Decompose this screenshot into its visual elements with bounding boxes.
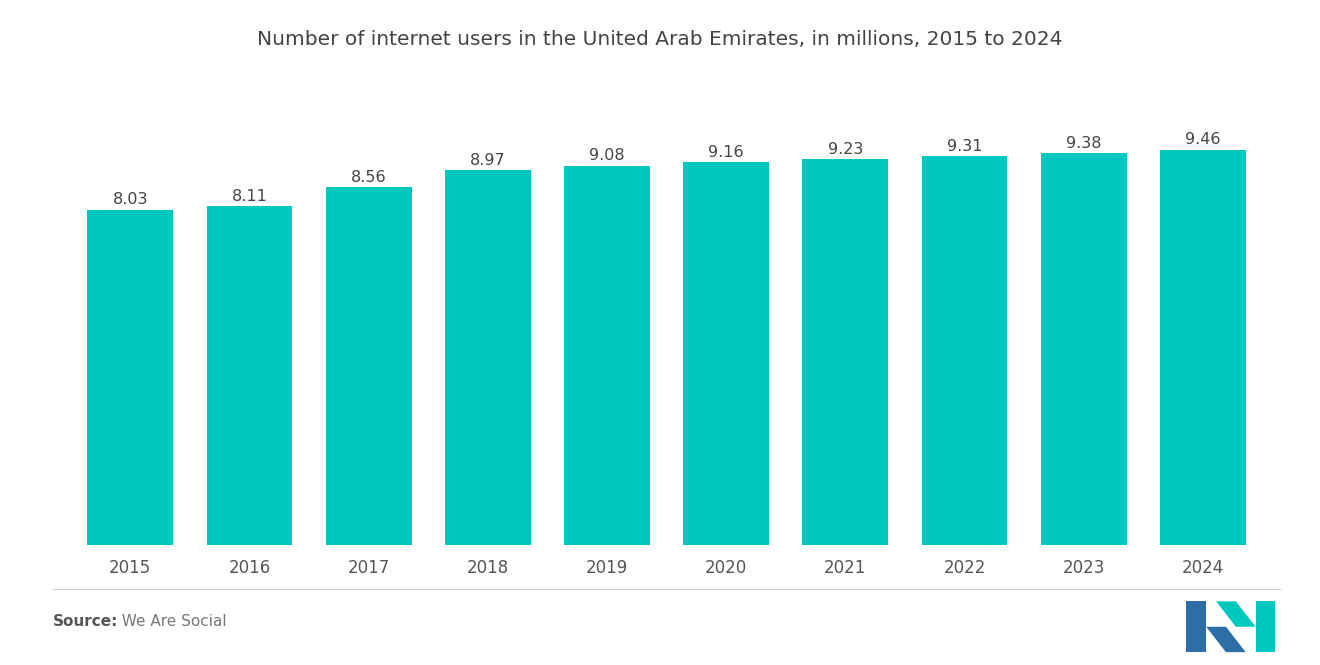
Text: Number of internet users in the United Arab Emirates, in millions, 2015 to 2024: Number of internet users in the United A… [257, 30, 1063, 49]
Bar [1160, 150, 1246, 545]
Polygon shape [1255, 601, 1275, 652]
Bar [1041, 153, 1127, 545]
Text: 9.16: 9.16 [709, 145, 744, 160]
Text: 9.46: 9.46 [1185, 132, 1221, 148]
Text: 8.97: 8.97 [470, 153, 506, 168]
Text: 8.03: 8.03 [112, 192, 148, 207]
Bar [564, 166, 649, 545]
Bar [326, 188, 412, 545]
Text: 9.31: 9.31 [946, 138, 982, 154]
Bar [206, 206, 292, 545]
Polygon shape [1187, 601, 1206, 652]
Text: We Are Social: We Are Social [112, 614, 227, 629]
Polygon shape [1216, 601, 1255, 626]
Bar [445, 170, 531, 545]
Text: 9.08: 9.08 [589, 148, 624, 163]
Text: Source:: Source: [53, 614, 119, 629]
Bar [684, 162, 770, 545]
Polygon shape [1206, 626, 1246, 652]
Bar [803, 160, 888, 545]
Bar [921, 156, 1007, 545]
Text: 8.11: 8.11 [231, 189, 268, 203]
Text: 9.38: 9.38 [1067, 136, 1101, 151]
Text: 8.56: 8.56 [351, 170, 387, 185]
Bar [87, 209, 173, 545]
Text: 9.23: 9.23 [828, 142, 863, 157]
